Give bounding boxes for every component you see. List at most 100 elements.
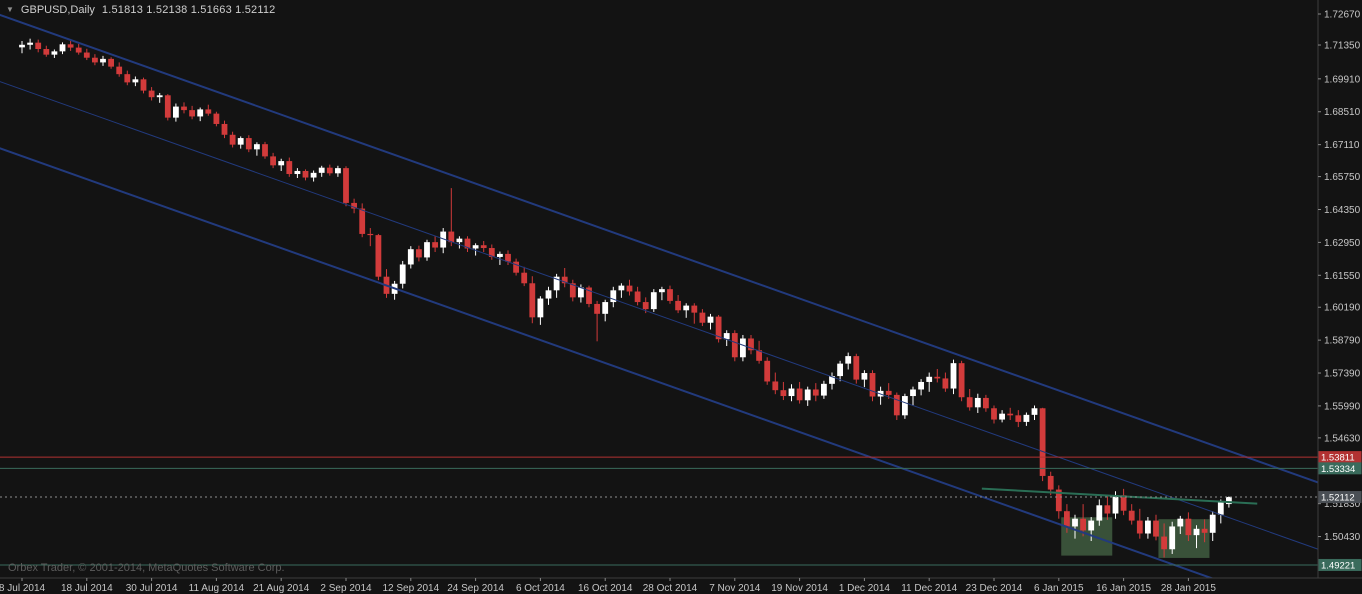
candle xyxy=(302,170,309,178)
price-axis-label: 1.68510 xyxy=(1324,107,1361,118)
candle xyxy=(480,245,487,249)
channel-line-middle[interactable] xyxy=(0,81,1362,572)
candle xyxy=(950,363,957,389)
candle xyxy=(586,287,592,304)
candle xyxy=(602,302,609,314)
channel-line-upper[interactable] xyxy=(0,13,1362,505)
date-axis-label: 6 Oct 2014 xyxy=(516,583,565,594)
candle xyxy=(707,316,714,323)
candle xyxy=(1096,505,1103,521)
candle xyxy=(294,170,301,175)
candle xyxy=(537,298,544,318)
candle xyxy=(1169,526,1176,550)
price-axis-label: 1.67110 xyxy=(1324,140,1360,151)
candle xyxy=(1177,518,1184,527)
candle xyxy=(1039,408,1046,476)
candle xyxy=(229,134,236,145)
price-axis-label: 1.61550 xyxy=(1324,271,1361,282)
candle xyxy=(650,292,657,310)
candle xyxy=(1145,520,1151,534)
candle xyxy=(723,333,730,340)
candle xyxy=(853,356,860,380)
candle xyxy=(262,144,268,157)
candle xyxy=(254,144,260,150)
candle xyxy=(318,167,325,173)
candle xyxy=(659,289,665,293)
date-axis-label: 16 Oct 2014 xyxy=(578,583,633,594)
candle xyxy=(553,276,560,291)
candle xyxy=(472,245,479,249)
price-badge xyxy=(1318,558,1362,571)
candle xyxy=(1047,475,1054,490)
candle xyxy=(1023,414,1030,422)
price-axis-label: 1.64350 xyxy=(1324,205,1361,216)
candle xyxy=(675,300,681,311)
price-axis-label: 1.57390 xyxy=(1324,369,1361,380)
candle xyxy=(1153,520,1159,537)
candle xyxy=(642,302,649,310)
candle xyxy=(699,312,706,323)
date-axis-label: 24 Sep 2014 xyxy=(447,583,504,594)
candle xyxy=(756,350,762,361)
date-axis-label: 2 Sep 2014 xyxy=(320,583,372,594)
candle xyxy=(75,47,82,53)
price-badge xyxy=(1318,462,1362,475)
candle xyxy=(278,161,285,166)
date-axis-label: 23 Dec 2014 xyxy=(966,583,1023,594)
candle xyxy=(1055,489,1062,512)
candle xyxy=(35,42,42,50)
broker-watermark: Orbex Trader, © 2001-2014, MetaQuotes So… xyxy=(8,562,285,574)
date-axis-label: 28 Jan 2015 xyxy=(1161,583,1216,594)
trendline[interactable] xyxy=(981,487,1258,505)
price-badge-label: 1.49221 xyxy=(1321,560,1355,571)
candle xyxy=(983,397,989,409)
candle xyxy=(1161,536,1167,550)
candle xyxy=(156,95,163,98)
date-axis-label: 11 Dec 2014 xyxy=(901,583,957,594)
candle xyxy=(1064,511,1070,527)
candle xyxy=(19,44,25,48)
candle xyxy=(213,113,220,124)
price-axis-label: 1.51830 xyxy=(1324,499,1361,510)
candle xyxy=(788,388,795,397)
price-axis-label: 1.71350 xyxy=(1324,41,1361,52)
candle xyxy=(1031,408,1038,415)
price-badge-label: 1.53811 xyxy=(1321,453,1355,464)
candle xyxy=(173,106,179,118)
candle xyxy=(772,381,779,391)
candle xyxy=(1120,495,1127,511)
candle xyxy=(497,253,503,257)
candle xyxy=(1209,514,1216,533)
price-axis-label: 1.50430 xyxy=(1324,532,1361,543)
candle xyxy=(764,360,771,382)
candle xyxy=(1072,518,1078,527)
candle xyxy=(1226,497,1232,505)
candle xyxy=(845,356,852,364)
candle xyxy=(148,90,155,98)
candle xyxy=(958,363,965,398)
candle xyxy=(245,138,252,150)
candle xyxy=(116,66,123,75)
candle xyxy=(164,95,171,118)
candle xyxy=(715,316,722,340)
plot-area[interactable] xyxy=(0,13,1362,594)
date-axis-label: 21 Aug 2014 xyxy=(253,583,310,594)
candle xyxy=(821,383,827,396)
candle xyxy=(991,408,997,420)
candle xyxy=(812,389,819,396)
channel-line-lower[interactable] xyxy=(0,147,1362,594)
chart-header: ▼ GBPUSD,Daily 1.51813 1.52138 1.51663 1… xyxy=(6,4,276,16)
candle xyxy=(51,51,58,55)
symbol-dropdown-icon[interactable]: ▼ xyxy=(6,5,14,14)
candle xyxy=(124,74,131,83)
price-axis-label: 1.55990 xyxy=(1324,401,1361,412)
candle xyxy=(594,303,600,314)
candle xyxy=(893,394,900,416)
candle xyxy=(885,390,892,395)
candle xyxy=(1007,413,1014,416)
candle xyxy=(1217,501,1224,515)
candle xyxy=(140,79,147,91)
candle xyxy=(1112,495,1119,514)
symbol-timeframe-label: GBPUSD,Daily xyxy=(20,4,95,16)
